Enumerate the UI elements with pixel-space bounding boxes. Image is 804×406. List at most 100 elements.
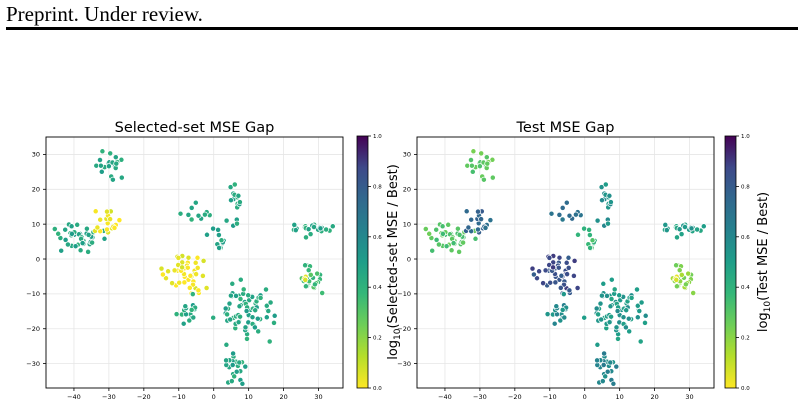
scatter-point — [263, 314, 270, 321]
scatter-point — [72, 243, 79, 250]
colorbar-tick-label: 1.0 — [373, 134, 382, 140]
y-tick-label: −20 — [26, 325, 40, 333]
scatter-point — [470, 148, 477, 155]
scatter-point — [195, 287, 202, 294]
scatter-point — [159, 271, 166, 278]
scatter-point — [242, 324, 249, 331]
x-tick-label: 10 — [616, 393, 624, 401]
scatter-point — [611, 286, 618, 293]
scatter-point — [598, 292, 605, 299]
x-tick-label: −40 — [438, 393, 452, 401]
scatter-point — [602, 373, 609, 380]
scatter-point — [587, 244, 594, 251]
scatter-point — [448, 247, 455, 254]
colorbar-tick-label: 0.2 — [373, 336, 382, 342]
y-tick-label: 0 — [407, 255, 411, 263]
scatter-point — [548, 210, 555, 217]
scatter-point — [245, 292, 252, 299]
scatter-point — [564, 271, 571, 278]
scatter-point — [231, 373, 238, 380]
scatter-point — [663, 227, 670, 234]
scatter-point — [180, 320, 187, 327]
scatter-point — [239, 380, 246, 387]
scatter-point — [101, 235, 108, 242]
colorbar-label: log10(Selected-set MSE / Best) — [386, 164, 403, 360]
scatter-point — [555, 264, 562, 271]
scatter-point — [676, 226, 683, 233]
scatter-point — [547, 279, 554, 286]
scatter-point — [200, 257, 207, 264]
scatter-point — [622, 324, 629, 331]
scatter-point — [237, 313, 244, 320]
scatter-point — [581, 225, 588, 232]
scatter-point — [690, 290, 697, 296]
scatter-point — [674, 234, 680, 241]
scatter-point — [176, 279, 183, 286]
scatter-point — [201, 211, 208, 218]
colorbar-label: log10(Test MSE / Best) — [756, 192, 773, 332]
scatter-point — [594, 217, 601, 224]
scatter-point — [169, 280, 176, 287]
scatter-point — [177, 210, 184, 217]
scatter-point — [271, 319, 277, 326]
scatter-point — [223, 217, 230, 224]
scatter-point — [608, 276, 615, 283]
scatter-point — [305, 267, 312, 274]
scatter-point — [673, 262, 680, 269]
scatter-point — [79, 240, 86, 247]
scatter-point — [637, 338, 644, 345]
scatter-point — [236, 199, 243, 206]
scatter-point — [210, 314, 217, 321]
scatter-point — [628, 294, 635, 301]
scatter-point — [465, 224, 472, 231]
scatter-point — [673, 276, 680, 283]
scatter-point — [682, 281, 689, 288]
scatter-point — [317, 225, 324, 232]
scatter-point — [192, 199, 199, 206]
scatter-point — [563, 199, 570, 206]
scatter-point — [542, 267, 549, 274]
scatter-point — [487, 217, 494, 224]
scatter-point — [92, 208, 99, 215]
scatter-point — [429, 247, 436, 254]
colorbar-tick-label: 0.2 — [741, 336, 750, 342]
scatter-point — [575, 231, 581, 238]
scatter-point — [559, 306, 566, 313]
x-tick-label: 30 — [314, 393, 322, 401]
scatter-point — [291, 221, 298, 228]
scatter-point — [118, 174, 125, 181]
x-tick-label: 20 — [279, 393, 287, 401]
scatter-point — [233, 292, 239, 299]
scatter-point — [194, 254, 201, 261]
scatter-point — [226, 300, 233, 307]
scatter-point — [237, 296, 244, 302]
scatter-point — [599, 197, 605, 204]
colorbar-tick-label: 0.0 — [373, 386, 382, 392]
scatter-point — [77, 247, 84, 254]
scatter-point — [626, 328, 633, 335]
scatter-point — [625, 315, 632, 322]
scatter-point — [265, 308, 272, 314]
scatter-point — [608, 296, 615, 302]
scatter-point — [546, 254, 553, 261]
scatter-point — [222, 305, 229, 312]
scatter-point — [571, 257, 578, 264]
scatter-point — [85, 248, 92, 255]
scatter-point — [475, 226, 481, 233]
colorbar-label-rest: (Test MSE / Best) — [756, 192, 771, 301]
scatter-point — [599, 378, 606, 385]
scatter-point — [224, 311, 231, 318]
scatter-point — [267, 299, 274, 306]
scatter-point — [433, 226, 440, 233]
scatter-point — [468, 157, 474, 163]
y-tick-label: 10 — [403, 220, 411, 228]
scatter-point — [311, 281, 318, 288]
scatter-point — [685, 270, 692, 277]
scatter-point — [634, 314, 641, 321]
scatter-point — [570, 272, 577, 279]
scatter-point — [195, 212, 202, 219]
y-tick-label: −10 — [397, 290, 411, 298]
scatter-point — [593, 305, 600, 312]
scatter-point — [553, 303, 560, 310]
scatter-point — [445, 221, 452, 228]
